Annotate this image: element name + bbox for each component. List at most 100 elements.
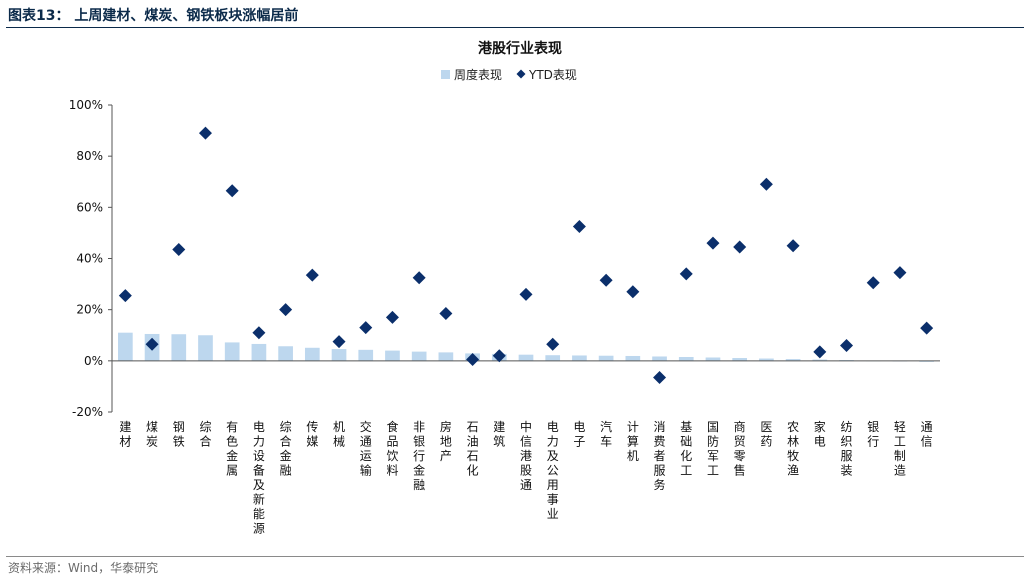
x-category-label: 交通运输 (360, 419, 372, 478)
x-category-label: 基础化工 (680, 420, 692, 478)
bar-weekly (411, 351, 427, 361)
legend-label-weekly: 周度表现 (454, 67, 502, 82)
y-tick-label: 80% (76, 149, 103, 163)
x-category-label: 机械 (333, 420, 345, 449)
x-category-label: 传媒 (306, 419, 318, 449)
x-category-label: 建材 (119, 420, 131, 449)
x-category-label: 轻工制造 (894, 420, 906, 478)
point-ytd (519, 287, 533, 301)
x-category-label: 消费者服务 (654, 420, 666, 492)
y-tick-label: 100% (69, 98, 103, 112)
point-ytd (733, 240, 747, 254)
figure-title: 图表13： 上周建材、煤炭、钢铁板块涨幅居前 (8, 8, 299, 24)
x-category-label: 电力及公用事业 (547, 420, 559, 521)
x-category-label: 计算机 (627, 420, 639, 463)
figure-header: 图表13： 上周建材、煤炭、钢铁板块涨幅居前 (0, 0, 1030, 30)
bar-weekly (785, 359, 801, 361)
x-category-label: 电力设备及新能源 (253, 420, 265, 536)
point-ytd (813, 345, 827, 359)
point-ytd (359, 321, 373, 335)
x-category-label: 钢铁 (173, 420, 185, 449)
bar-weekly (224, 342, 240, 361)
legend-label-ytd: YTD表现 (528, 68, 577, 82)
x-category-label: 有色金属 (226, 420, 238, 478)
point-ytd (546, 337, 560, 351)
x-category-label: 医药 (760, 420, 772, 449)
point-ytd (920, 321, 934, 335)
x-category-label: 煤炭 (146, 420, 158, 449)
point-ytd (279, 303, 293, 317)
bar-weekly (919, 360, 934, 362)
bar-weekly (812, 359, 828, 361)
header-divider (6, 27, 1024, 28)
bar-weekly (678, 356, 694, 361)
bar-weekly (572, 355, 587, 361)
point-ytd (893, 266, 907, 280)
point-ytd (332, 335, 346, 349)
x-category-label: 商贸零售 (734, 419, 746, 478)
point-ytd (679, 267, 693, 281)
bar-weekly (278, 346, 293, 361)
x-category-label: 汽车 (600, 419, 612, 449)
point-ytd (252, 326, 266, 340)
bar-weekly (625, 355, 641, 361)
bar-weekly (759, 358, 774, 361)
y-tick-label: -20% (72, 405, 103, 419)
bar-weekly (705, 357, 721, 361)
bar-weekly (358, 349, 374, 361)
y-tick-label: 0% (84, 354, 103, 368)
point-ytd (626, 285, 640, 299)
bar-weekly (304, 347, 320, 361)
x-category-label: 银行 (867, 420, 879, 449)
x-category-label: 建筑 (493, 420, 505, 449)
point-ytd (599, 273, 613, 287)
point-ytd (412, 271, 426, 285)
point-ytd (466, 353, 480, 367)
point-ytd (439, 307, 453, 321)
point-ytd (653, 370, 667, 384)
x-category-label: 房地产 (440, 419, 452, 463)
y-tick-label: 40% (76, 252, 103, 266)
point-ytd (706, 236, 720, 250)
legend-swatch-weekly (441, 70, 450, 79)
bar-weekly (198, 335, 213, 361)
x-category-label: 通信 (921, 420, 933, 449)
x-category-label: 纺织服装 (841, 420, 853, 478)
y-tick-label: 20% (76, 303, 103, 317)
bar-weekly (545, 355, 561, 361)
x-category-label: 综合 (199, 420, 211, 449)
x-category-label: 国防军工 (707, 420, 719, 478)
legend-marker-ytd (516, 69, 526, 79)
x-category-label: 石油石化 (467, 420, 479, 478)
chart-title: 港股行业表现 (478, 40, 562, 57)
point-ytd (840, 338, 854, 352)
point-ytd (172, 243, 186, 257)
point-ytd (759, 177, 773, 191)
point-ytd (385, 310, 399, 324)
x-category-label: 电子 (573, 420, 585, 449)
bar-weekly (518, 354, 534, 361)
x-category-label: 中信港股通 (520, 419, 532, 492)
footer-divider (6, 556, 1024, 557)
point-ytd (786, 239, 800, 253)
point-ytd (118, 289, 132, 303)
source-note: 资料来源：Wind，华泰研究 (8, 561, 159, 575)
bar-weekly (171, 334, 187, 361)
point-ytd (305, 268, 319, 282)
point-ytd (145, 337, 159, 351)
point-ytd (572, 220, 586, 234)
bar-weekly (598, 355, 614, 361)
x-category-label: 食品饮料 (386, 419, 398, 478)
x-category-label: 农林牧渔 (787, 420, 799, 478)
bar-weekly (385, 350, 400, 361)
bar-weekly (331, 349, 347, 361)
bar-weekly (732, 358, 748, 361)
bar-weekly (438, 352, 454, 361)
point-ytd (866, 276, 880, 290)
y-tick-label: 60% (76, 200, 103, 214)
point-ytd (198, 126, 212, 140)
bar-weekly (118, 332, 133, 361)
x-category-label: 家电 (814, 419, 826, 449)
bar-weekly (251, 343, 267, 361)
